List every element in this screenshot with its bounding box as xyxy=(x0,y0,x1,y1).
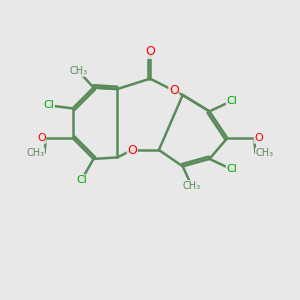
Text: O: O xyxy=(37,133,46,143)
Text: CH₃: CH₃ xyxy=(182,181,201,191)
Text: Cl: Cl xyxy=(76,175,87,185)
Text: Cl: Cl xyxy=(226,96,237,106)
Text: O: O xyxy=(127,143,137,157)
Text: CH₃: CH₃ xyxy=(70,66,88,76)
Text: O: O xyxy=(254,133,263,143)
Text: O: O xyxy=(145,45,155,58)
Text: CH₃: CH₃ xyxy=(256,148,274,158)
Text: O: O xyxy=(169,84,179,97)
Text: Cl: Cl xyxy=(226,164,237,174)
Text: CH₃: CH₃ xyxy=(26,148,44,158)
Text: Cl: Cl xyxy=(44,100,54,110)
